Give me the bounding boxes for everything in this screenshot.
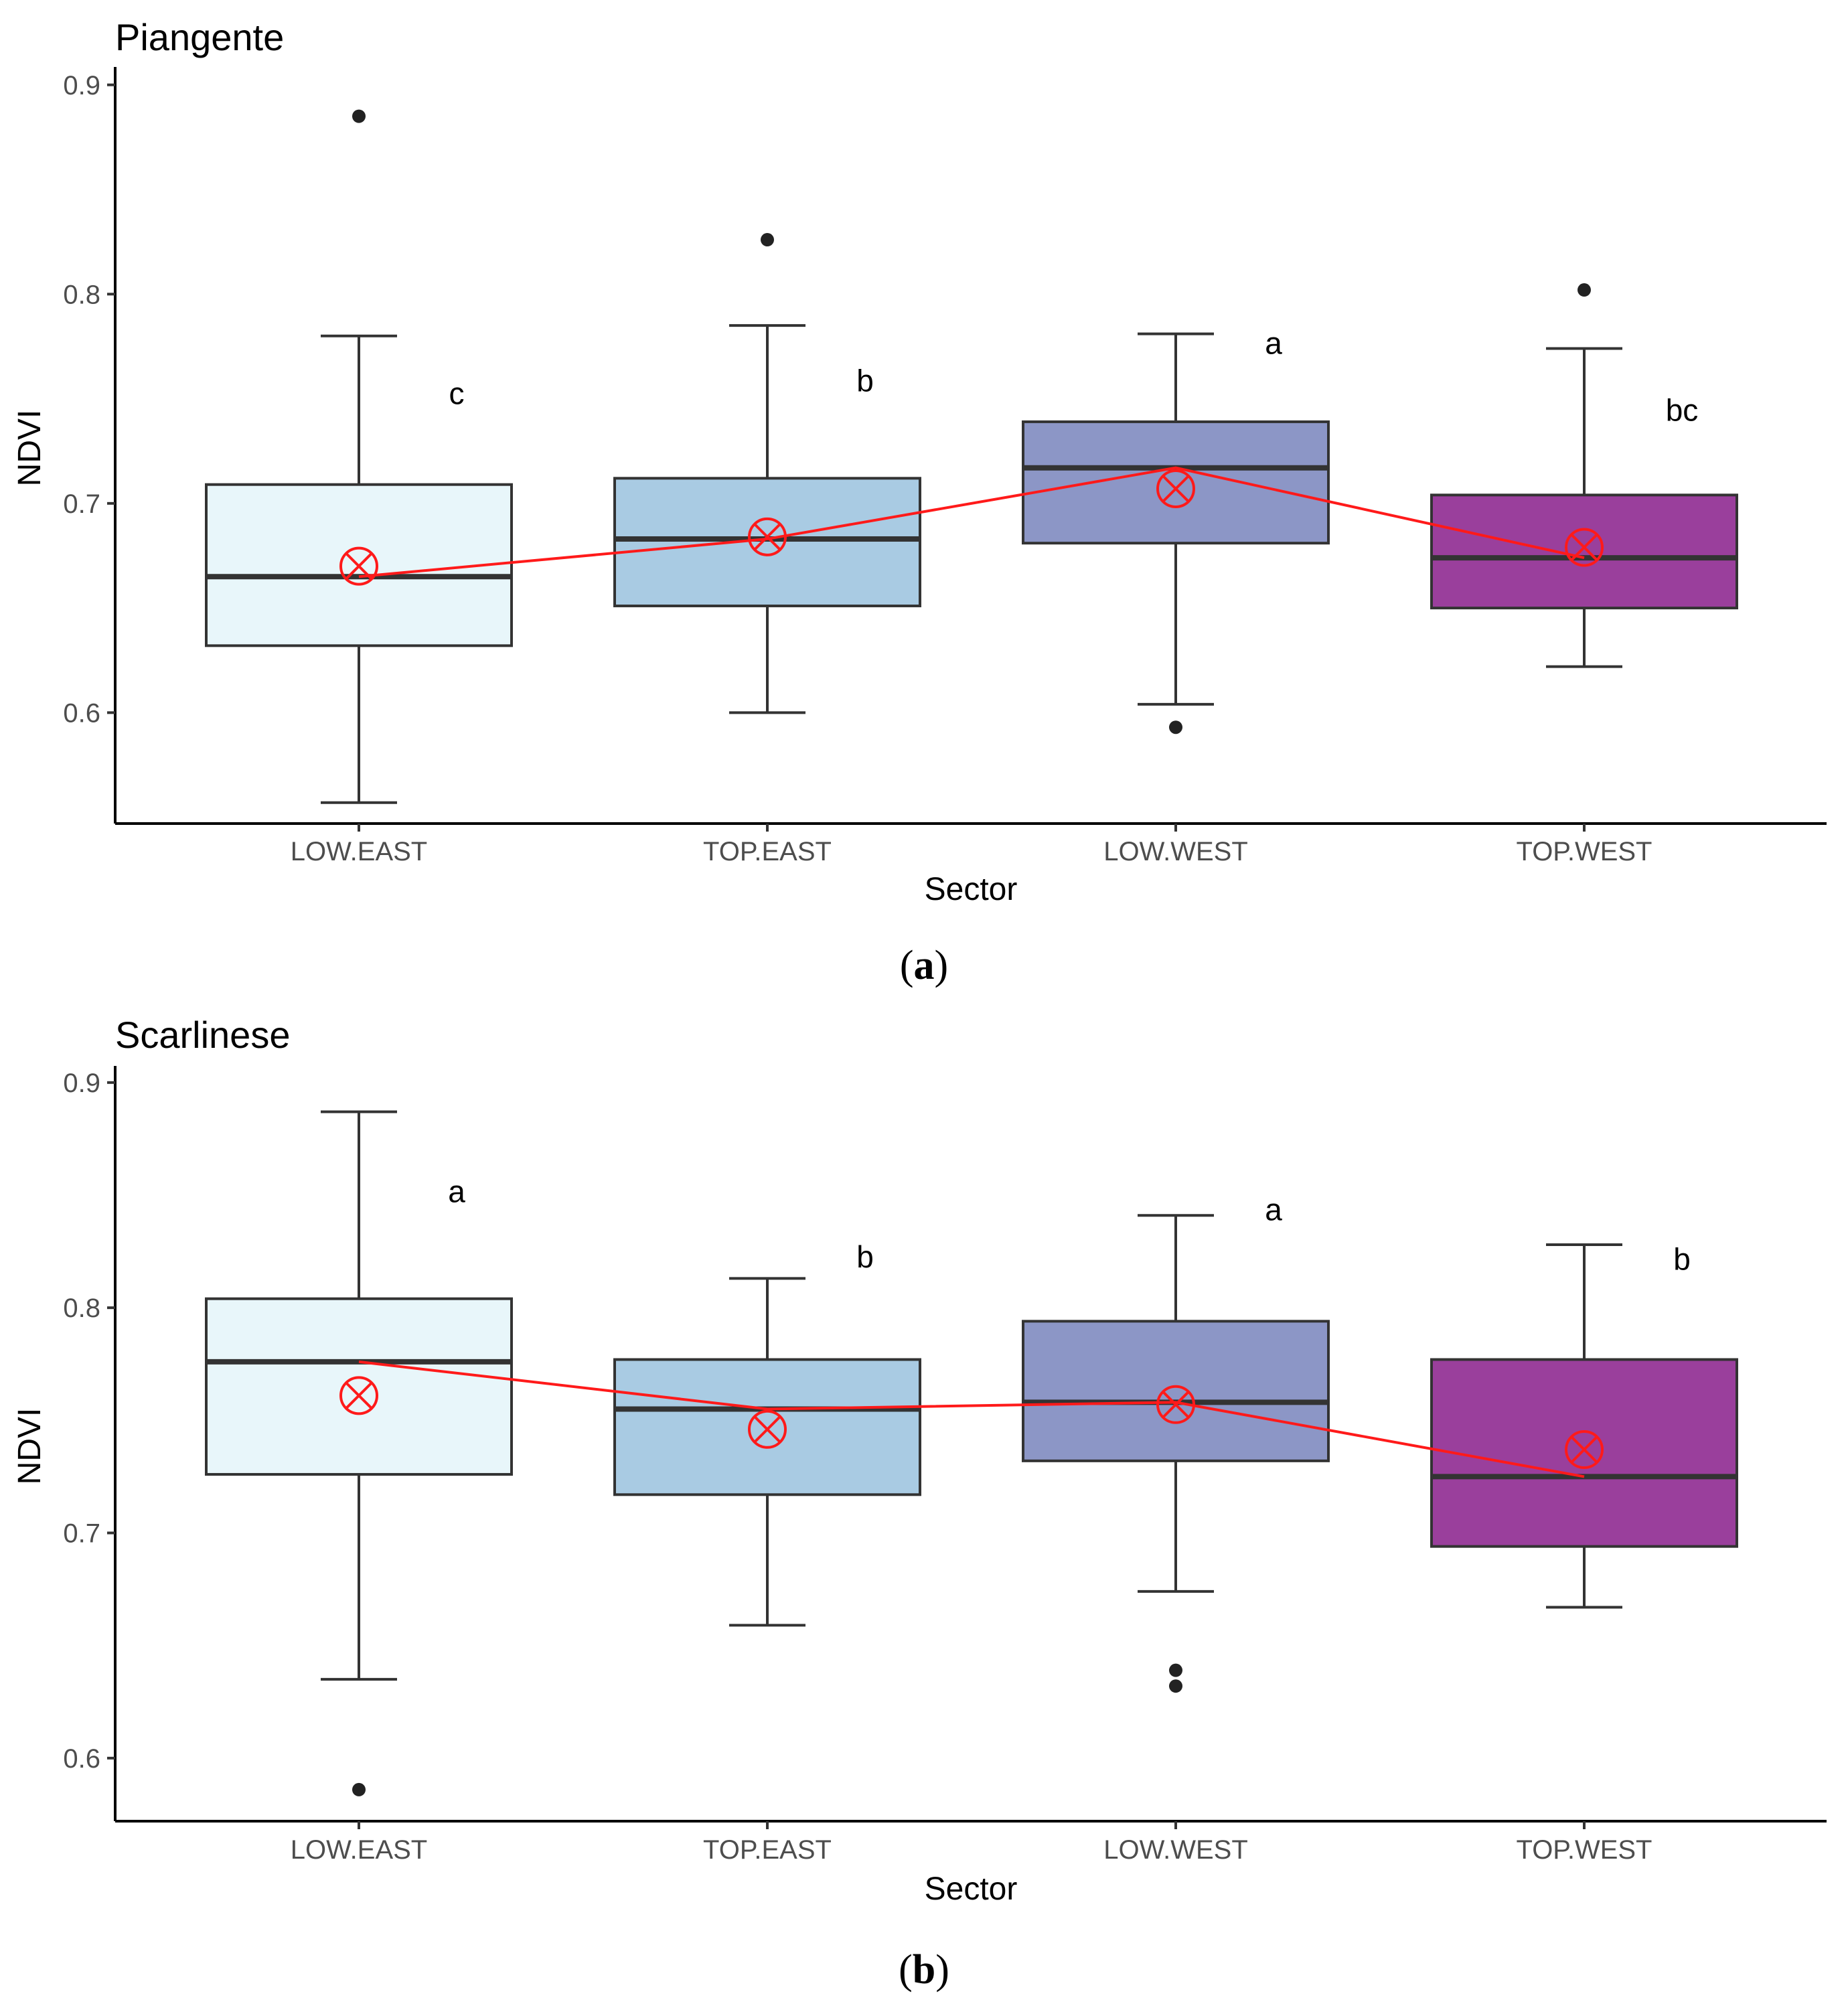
x-tick-label: TOP.EAST	[703, 837, 832, 866]
iqr-box	[1430, 1358, 1738, 1548]
mean-marker-circle	[1565, 528, 1604, 567]
y-tick-label: 0.8	[63, 280, 100, 309]
x-tick-label: TOP.WEST	[1516, 837, 1652, 866]
x-tick-label: LOW.EAST	[291, 1835, 428, 1865]
significance-letter: b	[1673, 1242, 1691, 1277]
mean-marker	[748, 1409, 787, 1449]
mean-marker-circle	[339, 1376, 378, 1415]
iqr-box	[1430, 493, 1738, 610]
mean-marker	[339, 546, 378, 586]
outlier-point	[352, 109, 366, 123]
y-tick-label: 0.6	[63, 1744, 100, 1774]
x-tick-label: TOP.WEST	[1516, 1835, 1652, 1865]
box-LOW.EAST: a	[205, 1110, 513, 1796]
outlier-point	[1577, 283, 1591, 297]
mean-marker	[748, 517, 787, 556]
mean-marker-circle	[748, 1409, 787, 1449]
significance-letter: a	[448, 1174, 465, 1209]
significance-letter: c	[449, 376, 465, 410]
box-TOP.EAST: b	[613, 1239, 921, 1627]
mean-marker-cross	[1162, 1391, 1190, 1419]
mean-marker-cross	[345, 1381, 373, 1409]
iqr-box	[613, 1358, 921, 1496]
y-tick-label: 0.7	[63, 489, 100, 519]
y-tick-label: 0.8	[63, 1294, 100, 1323]
y-tick-label: 0.9	[63, 1069, 100, 1098]
mean-marker-cross	[1570, 533, 1598, 561]
panel-a: Piangente 0.6 0.7 0.8 0.9 NDVI LOW.EAST TOP.EAS…	[12, 16, 1827, 988]
x-tick-label: LOW.EAST	[291, 837, 428, 866]
y-axis-label: NDVI	[12, 1408, 48, 1485]
significance-letter: b	[856, 1239, 874, 1274]
x-tick-label: LOW.WEST	[1103, 837, 1248, 866]
iqr-box	[613, 477, 921, 607]
y-tick-label: 0.9	[63, 71, 100, 100]
iqr-box	[1022, 1320, 1330, 1462]
box-LOW.EAST: c	[205, 109, 513, 804]
mean-marker-cross	[753, 523, 781, 551]
mean-marker-cross	[1162, 475, 1190, 503]
box-LOW.WEST: a	[1022, 1192, 1330, 1693]
chart-title: Piangente	[115, 16, 284, 58]
panel-caption: (a)	[900, 943, 948, 988]
significance-letter: b	[856, 364, 874, 398]
median-trend-line	[358, 466, 1585, 578]
significance-letter: a	[1265, 1192, 1282, 1227]
x-tick-label: LOW.WEST	[1103, 1835, 1248, 1865]
chart-title: Scarlinese	[115, 1014, 290, 1056]
mean-marker	[339, 1376, 378, 1415]
y-tick-label: 0.7	[63, 1519, 100, 1548]
mean-marker	[1156, 1385, 1195, 1424]
outlier-point	[761, 233, 774, 247]
outlier-point	[1169, 720, 1182, 734]
outlier-point	[1169, 1679, 1182, 1693]
mean-marker-circle	[1156, 469, 1195, 508]
significance-letter: bc	[1666, 392, 1699, 427]
y-axis-label: NDVI	[12, 410, 48, 487]
box-TOP.WEST: bc	[1430, 283, 1738, 668]
median-trend-line	[358, 1360, 1585, 1478]
outlier-point	[352, 1782, 366, 1796]
mean-marker-circle	[339, 546, 378, 586]
mean-marker	[1565, 1430, 1604, 1470]
x-axis-label: Sector	[925, 872, 1018, 907]
mean-marker	[1156, 469, 1195, 508]
iqr-box	[1022, 420, 1330, 545]
iqr-box	[205, 1297, 513, 1476]
box-TOP.EAST: b	[613, 233, 921, 714]
panel-b: Scarlinese 0.6 0.7 0.8 0.9 NDVI LOW.EAST TOP.EA…	[12, 1014, 1827, 1993]
x-tick-label: TOP.EAST	[703, 1835, 832, 1865]
mean-marker-cross	[345, 552, 373, 580]
box-TOP.WEST: b	[1430, 1242, 1738, 1609]
box-LOW.WEST: a	[1022, 325, 1330, 734]
mean-marker-cross	[1570, 1436, 1598, 1464]
mean-marker-circle	[748, 517, 787, 556]
x-axis-label: Sector	[925, 1871, 1018, 1907]
mean-marker	[1565, 528, 1604, 567]
mean-marker-circle	[1156, 1385, 1195, 1424]
mean-marker-cross	[753, 1415, 781, 1444]
outlier-point	[1169, 1663, 1182, 1677]
mean-marker-circle	[1565, 1430, 1604, 1470]
significance-letter: a	[1265, 325, 1282, 360]
y-tick-label: 0.6	[63, 698, 100, 728]
panel-caption: (b)	[899, 1947, 949, 1993]
